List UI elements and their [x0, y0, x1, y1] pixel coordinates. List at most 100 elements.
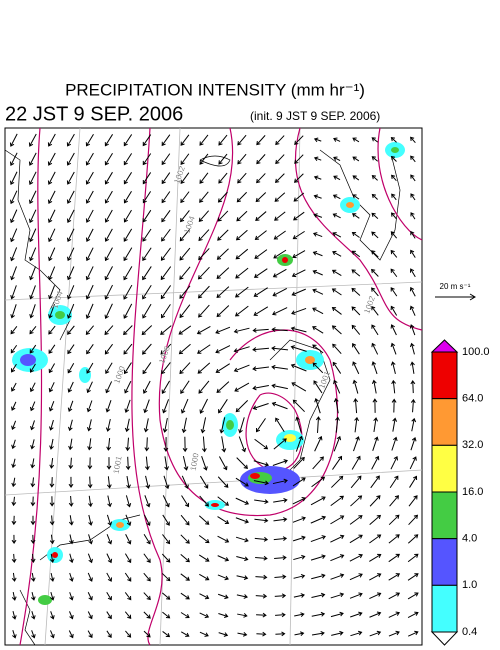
wind-arrow — [161, 380, 171, 394]
wind-arrow — [253, 480, 269, 486]
wind-arrow — [293, 573, 306, 579]
wind-arrow — [106, 572, 113, 582]
wind-arrow — [407, 573, 419, 581]
wind-arrow — [217, 210, 229, 222]
wind-arrow — [390, 456, 399, 470]
wind-arrow — [217, 496, 230, 506]
wind-arrow — [160, 266, 172, 281]
wind-arrow — [349, 515, 363, 525]
wind-arrow — [217, 476, 229, 488]
wind-arrow — [215, 326, 231, 335]
wind-arrow — [67, 381, 74, 393]
wind-arrow — [237, 134, 247, 146]
wind-arrow — [388, 592, 401, 600]
wind-arrow — [388, 630, 400, 637]
wind-arrow — [333, 175, 341, 181]
wind-arrow — [350, 611, 363, 618]
wind-arrow — [125, 437, 131, 452]
wind-arrow — [275, 135, 285, 146]
wind-arrow — [144, 495, 151, 508]
wind-arrow — [29, 382, 36, 393]
wind-arrow — [273, 497, 288, 503]
wind-arrow — [69, 553, 74, 564]
wind-arrow — [28, 152, 37, 166]
wind-arrow — [312, 456, 324, 470]
wind-arrow — [104, 343, 113, 355]
wind-arrow — [87, 457, 93, 470]
wind-arrow — [313, 137, 322, 143]
wind-arrow — [48, 266, 56, 281]
wind-arrow — [126, 475, 131, 489]
wind-arrow — [313, 213, 323, 218]
wind-arrow — [290, 326, 307, 333]
wind-arrow — [48, 285, 56, 300]
wind-arrow — [408, 495, 418, 507]
wind-arrow — [252, 385, 269, 391]
colorbar: 100.0 64.0 32.0 16.0 4.0 1.0 0.4 — [430, 339, 490, 646]
wind-arrow — [351, 213, 360, 219]
wind-arrow — [85, 247, 94, 262]
wind-arrow — [198, 248, 210, 261]
wind-arrow — [311, 631, 325, 636]
wind-arrow — [274, 574, 287, 580]
wind-arrow — [218, 153, 228, 165]
wind-arrow — [125, 514, 132, 527]
wind-arrow — [255, 192, 267, 203]
wind-arrow — [272, 459, 288, 466]
wind-arrow — [311, 592, 326, 598]
wind-arrow — [351, 231, 360, 238]
wind-arrow — [352, 156, 360, 162]
wind-arrow — [123, 153, 133, 166]
wind-arrow — [351, 455, 361, 470]
wind-arrow — [160, 325, 172, 335]
wind-arrow — [330, 554, 345, 562]
wind-arrow — [106, 437, 112, 451]
wind-arrow — [123, 228, 133, 242]
wind-arrow — [409, 475, 418, 488]
wind-arrow — [198, 229, 210, 242]
wind-arrow — [330, 573, 345, 580]
wind-arrow — [350, 630, 363, 637]
wind-arrow — [104, 228, 113, 242]
wind-arrow — [30, 420, 35, 431]
wind-arrow — [293, 192, 305, 202]
wind-arrow — [141, 325, 153, 336]
wind-arrow — [235, 517, 249, 524]
wind-arrow — [162, 514, 170, 526]
wind-arrow — [216, 267, 230, 280]
wind-arrow — [47, 133, 56, 147]
wind-arrow — [352, 379, 359, 394]
wind-arrow — [69, 592, 74, 601]
colorbar-label: 0.4 — [462, 626, 477, 638]
wind-arrow — [390, 361, 396, 375]
wind-arrow — [255, 574, 268, 580]
wind-arrow — [312, 251, 323, 257]
wind-arrow — [180, 172, 190, 185]
wind-arrow — [371, 268, 379, 277]
wind-arrow — [161, 172, 171, 185]
wind-arrow — [199, 631, 209, 637]
wind-arrow — [237, 172, 247, 184]
wind-arrow — [9, 171, 18, 186]
wind-arrow — [390, 231, 398, 239]
wind-arrow — [30, 439, 35, 450]
wind-arrow — [160, 247, 171, 261]
wind-arrow — [291, 307, 307, 315]
wind-arrow — [290, 345, 307, 352]
wind-arrow — [410, 249, 416, 258]
wind-arrow — [30, 515, 36, 526]
wind-arrow — [180, 534, 190, 544]
wind-arrow — [389, 475, 399, 489]
wind-arrow — [331, 475, 344, 488]
wind-arrow — [256, 631, 267, 637]
wind-arrow — [11, 439, 16, 450]
colorbar-label: 32.0 — [462, 439, 483, 451]
wind-arrow — [351, 269, 361, 277]
wind-arrow — [49, 438, 54, 450]
wind-arrow — [295, 435, 304, 452]
wind-arrow — [388, 514, 400, 526]
wind-arrow — [29, 285, 36, 300]
wind-arrow — [274, 211, 286, 221]
wind-arrow — [86, 381, 93, 394]
